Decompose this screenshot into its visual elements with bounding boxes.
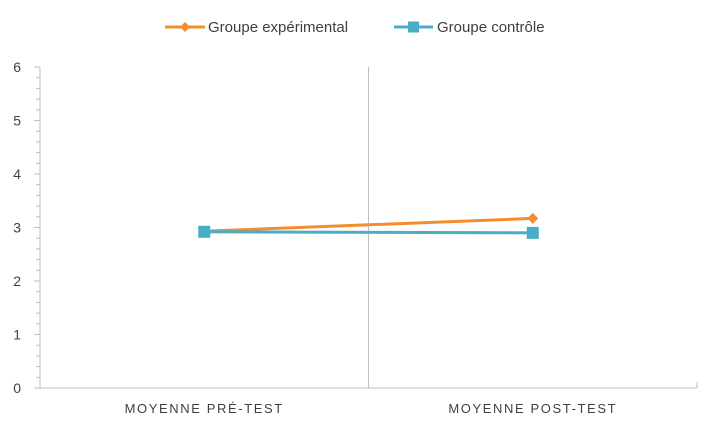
y-tick-label: 1 [13, 327, 21, 343]
series-group [198, 212, 539, 239]
data-point-marker [198, 225, 211, 238]
y-tick-label: 2 [13, 273, 21, 289]
data-point-marker [527, 212, 539, 224]
legend-marker [180, 22, 190, 32]
y-tick-label: 5 [13, 113, 21, 129]
x-tick-label: MOYENNE POST-TEST [448, 401, 617, 416]
series-line [204, 230, 533, 235]
x-tick-label: MOYENNE PRÉ-TEST [125, 401, 284, 416]
legend: Groupe expérimental Groupe contrôle [165, 19, 545, 36]
series-line [204, 216, 533, 233]
data-point-marker [526, 226, 539, 239]
axes: 0 1 2 3 4 5 6 MOYENNE PRÉ-TEST MOYENNE POST-TEST [13, 59, 698, 416]
y-tick-label: 4 [13, 166, 21, 182]
legend-label: Groupe contrôle [437, 19, 545, 36]
y-tick-label: 3 [13, 220, 21, 236]
y-tick-label: 0 [13, 380, 21, 396]
legend-marker [408, 21, 419, 33]
y-tick-label: 6 [13, 59, 21, 75]
legend-label: Groupe expérimental [208, 19, 348, 36]
